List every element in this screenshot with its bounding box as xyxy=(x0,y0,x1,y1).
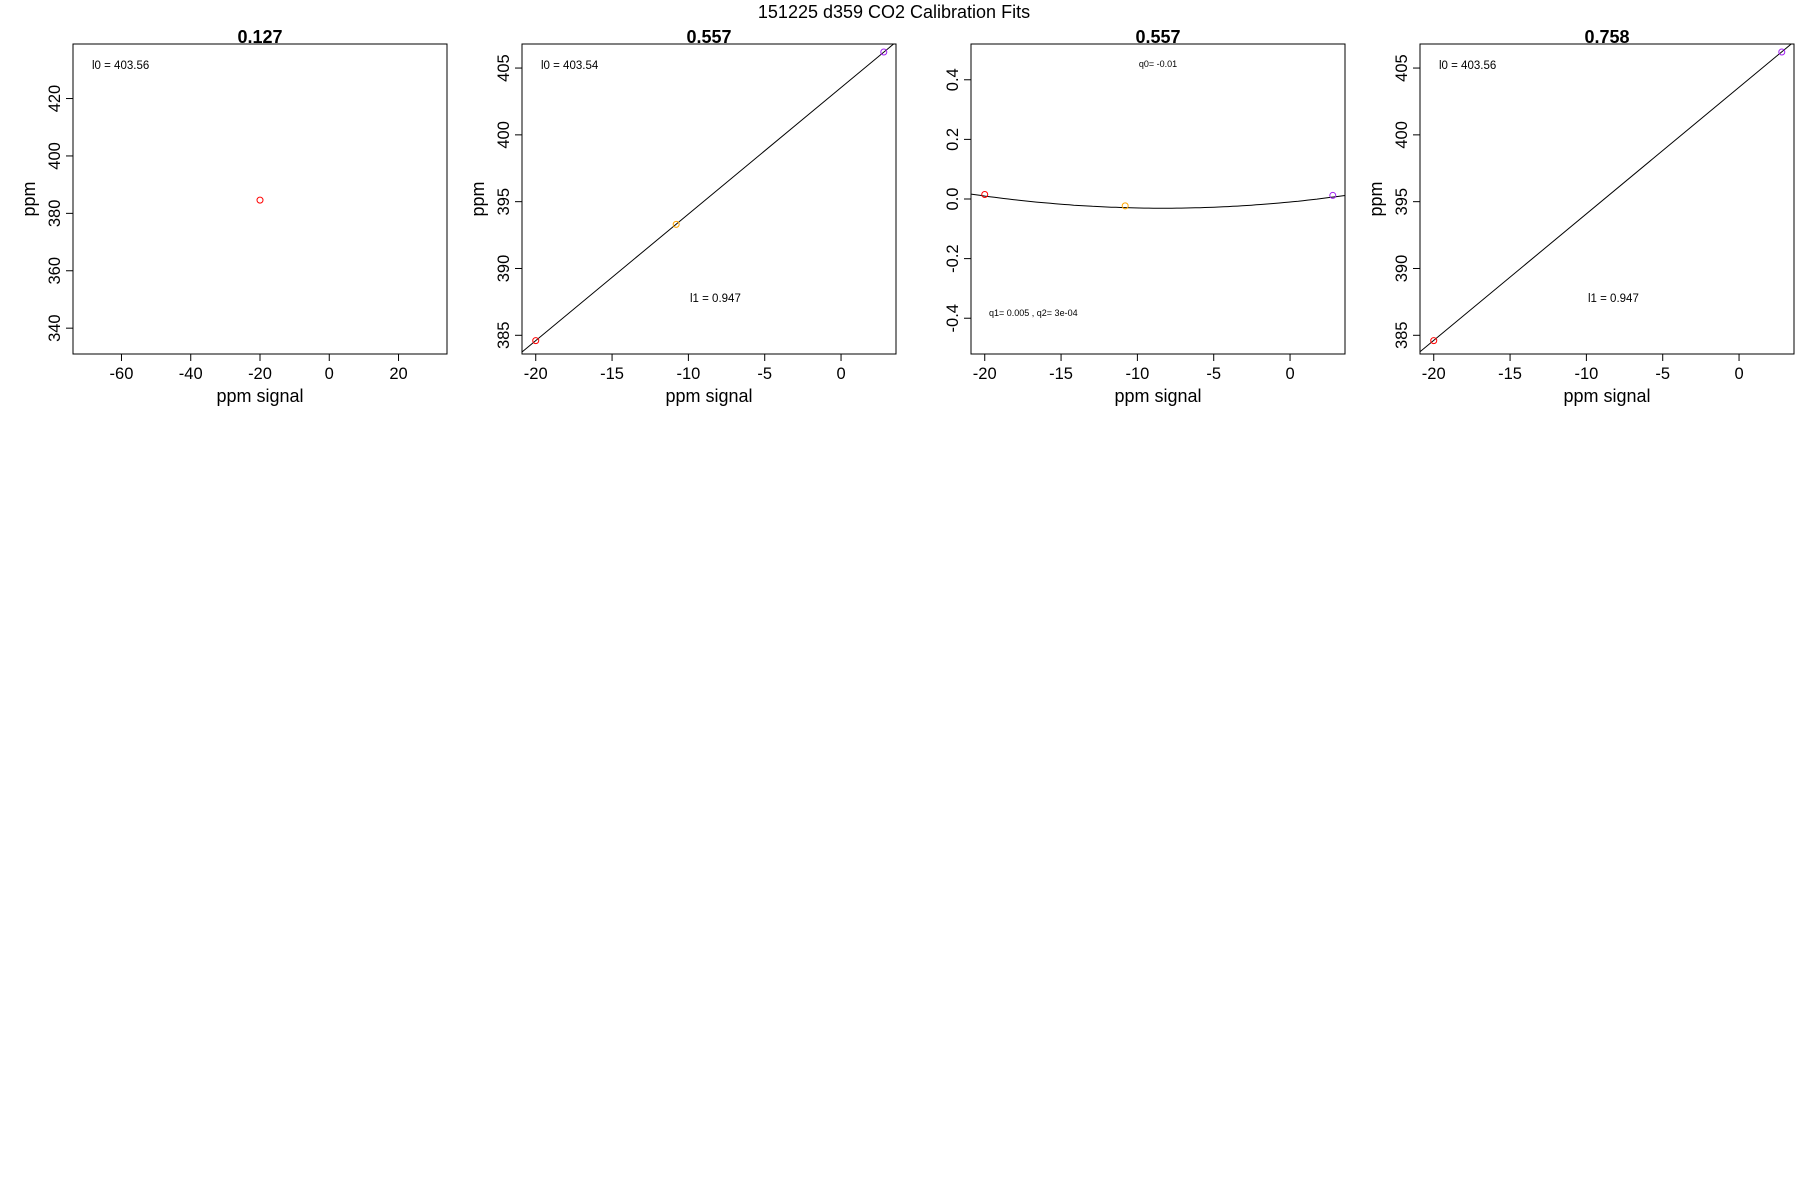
y-tick-label: -0.2 xyxy=(944,244,962,272)
plot-panel-1: 0.127 -60 -40 -20 0 20 340 360 380 400 420 ppm sign… xyxy=(19,27,448,406)
fit-annotation: l0 = 403.56 xyxy=(92,60,149,72)
x-tick-label: -20 xyxy=(973,365,997,383)
panel-title: 0.758 xyxy=(1584,27,1629,47)
plot-frame xyxy=(521,43,897,355)
x-tick-label: -10 xyxy=(1125,365,1149,383)
x-axis-label: ppm signal xyxy=(665,386,752,406)
data-point xyxy=(1329,191,1337,199)
y-tick-label: 405 xyxy=(495,54,513,82)
data-point xyxy=(880,48,888,56)
y-tick-label: 420 xyxy=(46,85,64,113)
x-tick-label: -10 xyxy=(1574,365,1598,383)
x-tick-label: -15 xyxy=(1498,365,1522,383)
y-tick-label: 380 xyxy=(46,200,64,228)
fit-curve xyxy=(1420,44,1793,353)
panel-title: 0.557 xyxy=(1135,27,1180,47)
x-axis-label: ppm signal xyxy=(1114,386,1201,406)
data-point xyxy=(1430,337,1438,345)
fit-curve xyxy=(971,193,1345,209)
figure-title: 151225 d359 CO2 Calibration Fits xyxy=(758,2,1030,22)
fit-annotation: q0= -0.01 xyxy=(1139,59,1177,69)
y-axis-label: ppm xyxy=(19,181,39,216)
data-point xyxy=(532,337,540,345)
fit-annotation: q1= 0.005 , q2= 3e-04 xyxy=(989,308,1078,318)
x-tick-label: 0 xyxy=(1285,365,1294,383)
x-tick-label: 0 xyxy=(1734,365,1743,383)
y-tick-label: 405 xyxy=(1393,54,1411,82)
x-tick-label: 0 xyxy=(836,365,845,383)
x-axis-label: ppm signal xyxy=(216,386,303,406)
y-tick-label: 340 xyxy=(46,314,64,342)
x-tick-label: -15 xyxy=(600,365,624,383)
fit-annotation: l1 = 0.947 xyxy=(690,293,741,305)
x-tick-label: -5 xyxy=(1206,365,1221,383)
data-point xyxy=(672,220,680,228)
fit-curve xyxy=(522,44,895,353)
y-tick-label: 390 xyxy=(1393,255,1411,283)
x-tick-label: 0 xyxy=(325,365,334,383)
y-tick-label: 400 xyxy=(1393,121,1411,149)
fit-annotation: l0 = 403.56 xyxy=(1439,60,1496,72)
x-tick-label: -15 xyxy=(1049,365,1073,383)
y-tick-label: -0.4 xyxy=(944,304,962,332)
y-tick-label: 390 xyxy=(495,255,513,283)
y-tick-label: 400 xyxy=(495,121,513,149)
panel-title: 0.557 xyxy=(686,27,731,47)
plot-panel-4: 0.758 -20 -15 -10 -5 0 385 390 395 400 405 ppm sign… xyxy=(1366,27,1795,406)
y-tick-label: 0.2 xyxy=(944,128,962,151)
y-tick-label: 400 xyxy=(46,142,64,170)
x-tick-label: -20 xyxy=(248,365,272,383)
fit-annotation: l0 = 403.54 xyxy=(541,60,599,72)
y-tick-label: 395 xyxy=(495,188,513,216)
data-point xyxy=(1778,48,1786,56)
y-axis-label: ppm xyxy=(1366,181,1386,216)
data-point xyxy=(1121,202,1129,210)
y-tick-label: 0.0 xyxy=(944,188,962,211)
y-tick-label: 0.4 xyxy=(944,68,962,91)
y-tick-label: 360 xyxy=(46,257,64,285)
data-point xyxy=(981,191,989,199)
x-tick-label: -20 xyxy=(524,365,548,383)
plot-panel-2: 0.557 -20 -15 -10 -5 0 385 390 395 400 405 ppm sign… xyxy=(468,27,897,406)
plot-panel-3: 0.557 -20 -15 -10 -5 0 -0.4 -0.2 0.0 0.2 0.4 ppm si… xyxy=(944,27,1346,406)
panel-title: 0.127 xyxy=(237,27,282,47)
x-tick-label: -5 xyxy=(757,365,772,383)
y-tick-label: 385 xyxy=(495,322,513,350)
data-point xyxy=(256,196,264,204)
plot-frame xyxy=(72,43,448,355)
x-tick-label: -5 xyxy=(1655,365,1670,383)
fit-annotation: l1 = 0.947 xyxy=(1588,293,1639,305)
plot-frame xyxy=(1419,43,1795,355)
x-tick-label: -20 xyxy=(1422,365,1446,383)
x-tick-label: -60 xyxy=(110,365,134,383)
y-tick-label: 385 xyxy=(1393,322,1411,350)
x-tick-label: -10 xyxy=(676,365,700,383)
y-tick-label: 395 xyxy=(1393,188,1411,216)
x-axis-label: ppm signal xyxy=(1563,386,1650,406)
y-axis-label: ppm xyxy=(468,181,488,216)
x-tick-label: -40 xyxy=(179,365,203,383)
x-tick-label: 20 xyxy=(389,365,407,383)
